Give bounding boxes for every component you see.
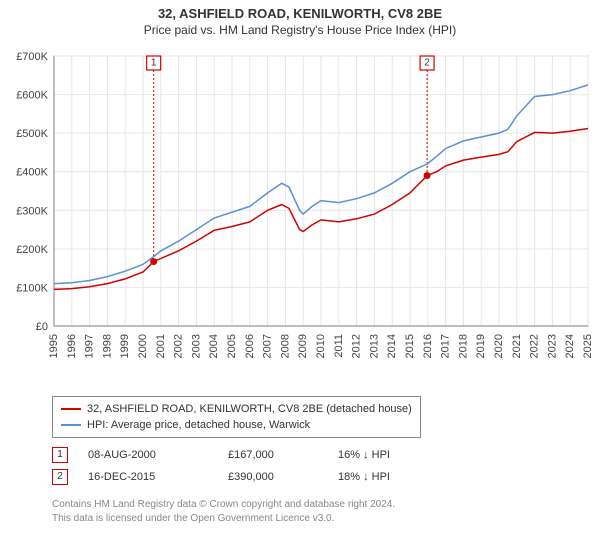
x-tick-label: 2010: [315, 334, 327, 358]
x-tick-label: 2003: [190, 334, 202, 358]
y-tick-label: £600K: [16, 90, 48, 102]
legend-item: 32, ASHFIELD ROAD, KENILWORTH, CV8 2BE (…: [61, 401, 412, 417]
sale-event-diff: 16% ↓ HPI: [338, 444, 438, 466]
x-tick-label: 2015: [404, 334, 416, 358]
chart-title: 32, ASHFIELD ROAD, KENILWORTH, CV8 2BE: [0, 0, 600, 21]
y-tick-label: £300K: [16, 205, 48, 217]
footer-line-2: This data is licensed under the Open Gov…: [52, 512, 395, 526]
x-tick-label: 2019: [475, 334, 487, 358]
x-tick-label: 2011: [333, 334, 345, 358]
x-tick-label: 2005: [226, 334, 238, 358]
x-tick-label: 2014: [386, 334, 398, 358]
sale-dot: [150, 258, 157, 265]
sale-event-price: £390,000: [228, 466, 338, 488]
attribution-footer: Contains HM Land Registry data © Crown c…: [52, 498, 395, 526]
sale-marker-number: 2: [424, 58, 430, 69]
x-tick-label: 2020: [493, 334, 505, 358]
sale-events-table: 1 08-AUG-2000£167,00016% ↓ HPI 2 16-DEC-201…: [52, 444, 438, 488]
line-chart-svg: £0 £100K £200K £300K £400K £500K £600K £700K 199…: [6, 46, 594, 386]
x-tick-label: 2006: [244, 334, 256, 358]
legend-swatch: [61, 408, 81, 410]
x-tick-label: 1999: [119, 334, 131, 358]
x-tick-label: 2024: [564, 334, 576, 358]
y-tick-label: £100K: [16, 282, 48, 294]
y-tick-label: £400K: [16, 167, 48, 179]
legend-item: HPI: Average price, detached house, Warw…: [61, 417, 412, 433]
sale-event-row: 1 08-AUG-2000£167,00016% ↓ HPI: [52, 444, 438, 466]
x-tick-label: 2009: [297, 334, 309, 358]
x-tick-label: 2013: [368, 334, 380, 358]
x-tick-label: 2000: [137, 334, 149, 358]
chart-subtitle: Price paid vs. HM Land Registry's House …: [0, 21, 600, 41]
x-tick-label: 2001: [155, 334, 167, 358]
legend-swatch: [61, 424, 81, 426]
x-tick-label: 1996: [66, 334, 78, 358]
x-tick-label: 1997: [84, 334, 96, 358]
legend-label: HPI: Average price, detached house, Warw…: [87, 417, 310, 433]
sale-dot: [424, 172, 431, 179]
chart-plot-area: £0 £100K £200K £300K £400K £500K £600K £700K 199…: [6, 46, 594, 386]
y-tick-label: £0: [36, 321, 48, 333]
x-tick-label: 2025: [582, 334, 594, 358]
x-tick-label: 2002: [173, 334, 185, 358]
x-tick-label: 2012: [351, 334, 363, 358]
sale-event-marker: 1: [52, 447, 68, 463]
sale-event-date: 16-DEC-2015: [88, 466, 228, 488]
sale-event-marker: 2: [52, 469, 68, 485]
y-tick-label: £500K: [16, 128, 48, 140]
footer-line-1: Contains HM Land Registry data © Crown c…: [52, 498, 395, 512]
x-tick-label: 2007: [262, 334, 274, 358]
sale-event-price: £167,000: [228, 444, 338, 466]
legend: 32, ASHFIELD ROAD, KENILWORTH, CV8 2BE (…: [52, 396, 421, 438]
x-tick-label: 1995: [48, 334, 60, 358]
x-tick-label: 2021: [511, 334, 523, 358]
x-tick-label: 2022: [529, 334, 541, 358]
legend-label: 32, ASHFIELD ROAD, KENILWORTH, CV8 2BE (…: [87, 401, 412, 417]
x-tick-label: 2004: [208, 334, 220, 358]
sale-marker-number: 1: [151, 58, 157, 69]
x-tick-label: 2008: [279, 334, 291, 358]
chart-container: 32, ASHFIELD ROAD, KENILWORTH, CV8 2BE P…: [0, 0, 600, 560]
y-tick-label: £700K: [16, 51, 48, 63]
x-tick-label: 2023: [546, 334, 558, 358]
x-tick-label: 2018: [457, 334, 469, 358]
sale-event-row: 2 16-DEC-2015£390,00018% ↓ HPI: [52, 466, 438, 488]
y-tick-label: £200K: [16, 244, 48, 256]
sale-event-diff: 18% ↓ HPI: [338, 466, 438, 488]
x-tick-label: 2016: [422, 334, 434, 358]
x-tick-label: 1998: [101, 334, 113, 358]
x-tick-label: 2017: [440, 334, 452, 358]
sale-event-date: 08-AUG-2000: [88, 444, 228, 466]
